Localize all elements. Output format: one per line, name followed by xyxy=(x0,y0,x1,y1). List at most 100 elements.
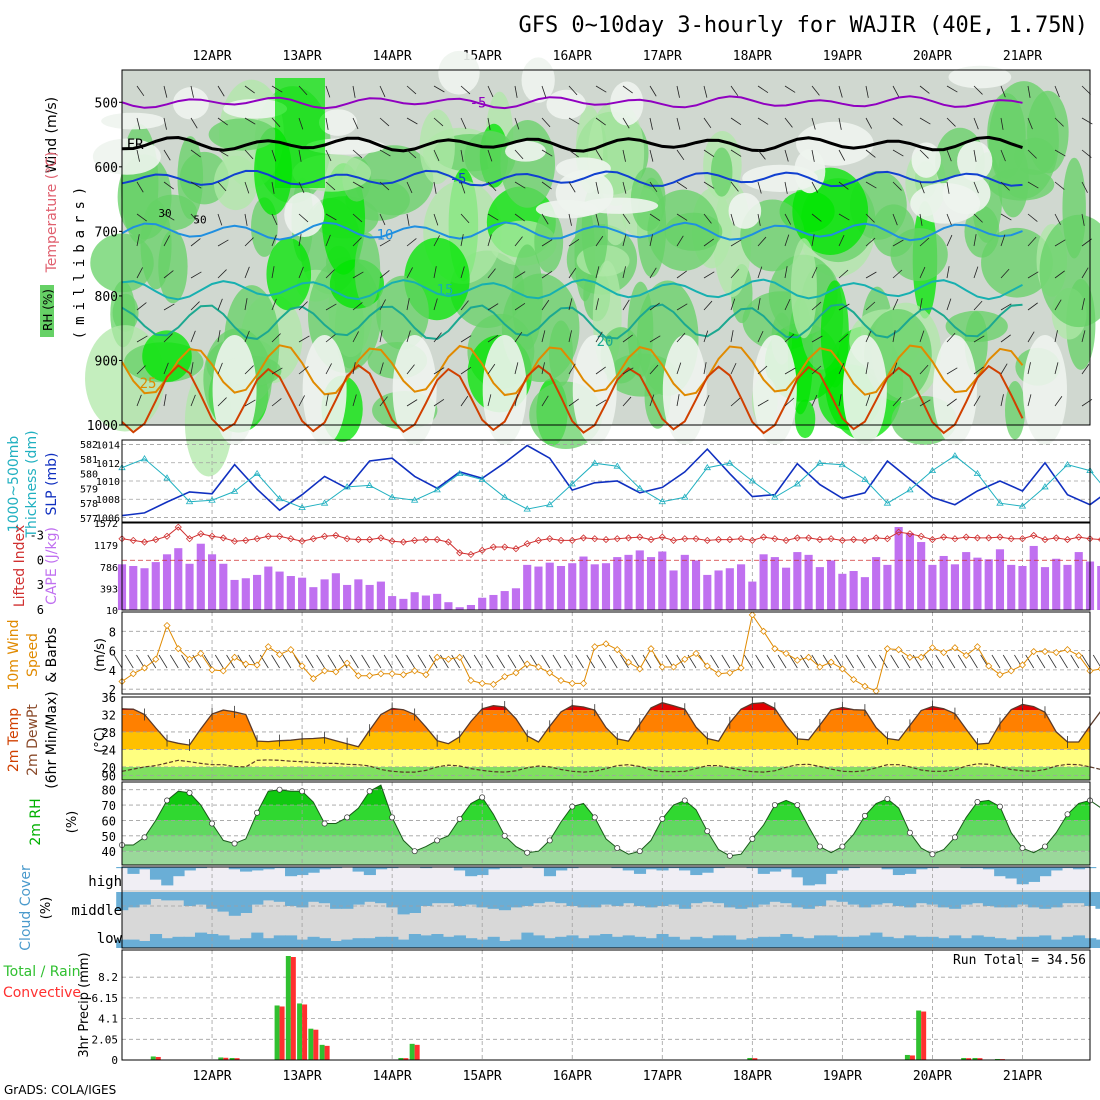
wind-barb xyxy=(298,266,304,279)
cloud-low-bar xyxy=(138,941,151,948)
cloud-middle-bar xyxy=(161,892,174,901)
wind-barb xyxy=(595,181,599,194)
rh-point xyxy=(749,835,756,842)
cloud-low-bar xyxy=(566,935,579,948)
contour-label: 20 xyxy=(597,334,614,350)
cape-bar xyxy=(421,595,430,610)
contour-label: 10 xyxy=(377,228,394,244)
precip-convective-bar xyxy=(324,1045,330,1060)
cloud-middle-bar xyxy=(949,892,962,909)
cloud-high-bar xyxy=(543,867,557,877)
thickness-point xyxy=(185,497,194,505)
wind-speed-point xyxy=(624,658,633,666)
wind-barb xyxy=(406,181,413,194)
rh-point xyxy=(1042,843,1048,850)
wind-speed-point xyxy=(501,673,509,681)
li-point xyxy=(321,532,329,540)
cloud-high-bar xyxy=(285,867,298,877)
wind-barb xyxy=(649,267,657,279)
cloud-low-bar xyxy=(757,936,770,948)
rh-dry-region xyxy=(505,140,547,162)
wind-barb xyxy=(649,364,659,375)
wind-barb xyxy=(487,268,496,279)
cape-bar xyxy=(534,566,543,610)
wind-barb xyxy=(462,654,472,669)
temp-band xyxy=(122,749,1090,767)
wind-barb xyxy=(460,300,469,311)
thickness-point xyxy=(973,469,982,476)
cape-bar xyxy=(849,571,858,610)
cape-bar xyxy=(162,554,172,610)
cape-bar xyxy=(455,607,464,610)
precip-total-bar xyxy=(398,1057,404,1060)
wind-speed-line xyxy=(121,613,1100,692)
rh-point xyxy=(456,815,463,822)
cloud-middle-bar xyxy=(521,892,534,906)
li-point xyxy=(613,535,621,543)
cloud-middle-bar xyxy=(746,892,759,908)
cloud-high-bar xyxy=(161,867,174,886)
cloud-middle-bar xyxy=(859,892,872,908)
wind-barb xyxy=(649,394,655,407)
li-point xyxy=(557,536,565,544)
cloud-low-bar xyxy=(431,934,444,948)
cape-bar xyxy=(737,564,746,610)
wind-label-2: Speed xyxy=(25,633,41,677)
li-point xyxy=(276,532,284,540)
wind-barb xyxy=(433,117,444,127)
rh-dry-region xyxy=(535,200,599,219)
cloud-cover-panel xyxy=(116,866,1100,949)
wind-barb xyxy=(892,330,896,343)
wind-units: (m/s) xyxy=(93,638,108,672)
wind-barb xyxy=(919,117,931,125)
cloud-middle-bar xyxy=(543,892,557,902)
cape-bar xyxy=(804,554,813,610)
cape-bar xyxy=(759,554,768,610)
cloud-high-bar xyxy=(645,867,658,870)
wind-barb xyxy=(1054,85,1060,98)
li-point xyxy=(1052,534,1060,542)
wind-barb xyxy=(1054,149,1066,157)
cloud-high-bar xyxy=(825,867,838,874)
wind-barb xyxy=(838,303,850,311)
wind-barb xyxy=(1002,654,1012,669)
rh-region xyxy=(890,228,948,281)
cloud-middle-bar xyxy=(633,892,647,906)
rh-region xyxy=(354,232,381,308)
cloud-middle-bar xyxy=(1061,892,1074,904)
wind-barb xyxy=(217,362,223,375)
wind-speed-point xyxy=(354,672,362,680)
wind-barb xyxy=(451,654,461,669)
cloud-low-bar xyxy=(1027,936,1041,948)
wind-barb xyxy=(892,298,899,311)
wind-barb xyxy=(838,149,846,161)
wind-barb xyxy=(703,300,713,311)
wind-barb xyxy=(552,654,562,669)
cloud-middle-bar xyxy=(532,892,545,904)
wind-speed-point xyxy=(1063,646,1072,654)
cloud-low-bar xyxy=(769,936,782,948)
li-point xyxy=(422,536,430,544)
wind-barb xyxy=(541,362,545,375)
thickness-point xyxy=(410,496,419,503)
thickness-point xyxy=(658,497,666,505)
precip-label-1: Total / Rain xyxy=(2,964,80,980)
wind-barb xyxy=(757,181,762,194)
cape-bar xyxy=(883,564,892,610)
precip-total-bar xyxy=(972,1057,978,1060)
wind-barb xyxy=(784,397,795,407)
wind-barb xyxy=(1000,303,1012,311)
cloud-low-bar xyxy=(521,932,534,948)
wind-barb xyxy=(541,149,553,157)
li-label: Lifted Index xyxy=(12,525,28,607)
wind-barb xyxy=(649,117,653,130)
wind-barb xyxy=(703,213,712,224)
date-label-bottom: 16APR xyxy=(553,1069,592,1084)
rh-dry-region xyxy=(212,335,257,445)
wind-barb xyxy=(1059,654,1068,669)
wind-barb xyxy=(244,85,255,94)
precip-convective-bar xyxy=(414,1044,420,1060)
wind-barb xyxy=(676,235,684,247)
wind-barb xyxy=(946,149,952,162)
rh-dry-region xyxy=(948,65,1012,89)
